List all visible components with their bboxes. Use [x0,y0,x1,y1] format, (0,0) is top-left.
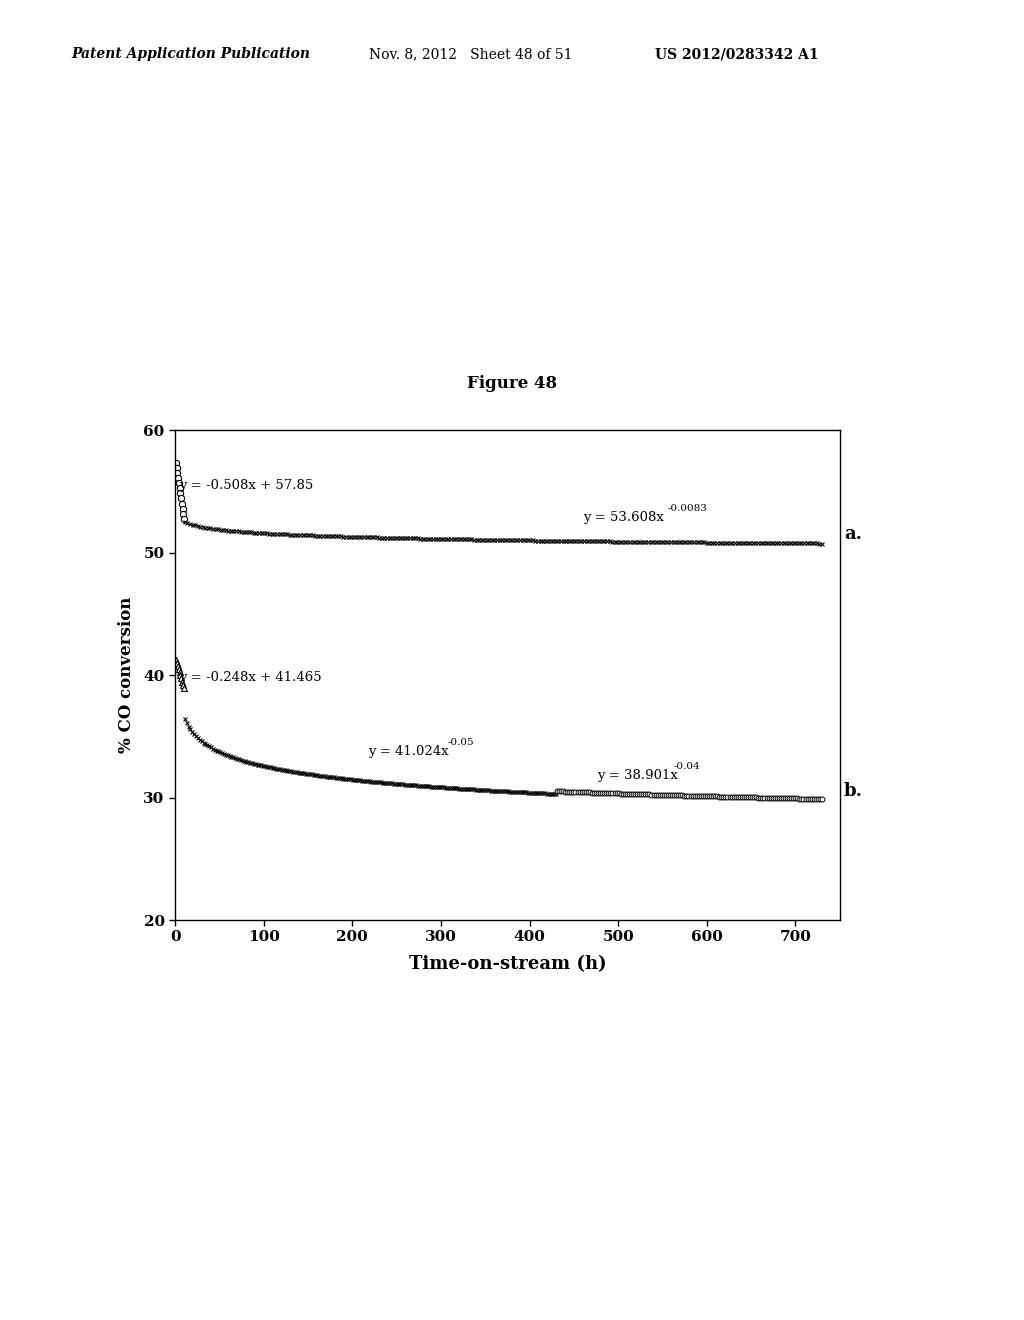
X-axis label: Time-on-stream (h): Time-on-stream (h) [409,956,606,974]
Text: y = 38.901x: y = 38.901x [597,770,678,783]
Text: a.: a. [844,525,862,544]
Text: Nov. 8, 2012   Sheet 48 of 51: Nov. 8, 2012 Sheet 48 of 51 [369,48,572,61]
Text: -0.04: -0.04 [673,762,699,771]
Text: y = 53.608x: y = 53.608x [583,511,664,524]
Y-axis label: % CO conversion: % CO conversion [118,597,135,754]
Text: Patent Application Publication: Patent Application Publication [72,48,310,61]
Text: -0.0083: -0.0083 [668,504,708,513]
Text: b.: b. [844,783,863,800]
Text: y = -0.248x + 41.465: y = -0.248x + 41.465 [179,672,323,684]
Text: Figure 48: Figure 48 [467,375,557,392]
Text: -0.05: -0.05 [447,738,474,747]
Text: y = -0.508x + 57.85: y = -0.508x + 57.85 [179,479,313,492]
Text: US 2012/0283342 A1: US 2012/0283342 A1 [655,48,819,61]
Text: y = 41.024x: y = 41.024x [369,744,449,758]
